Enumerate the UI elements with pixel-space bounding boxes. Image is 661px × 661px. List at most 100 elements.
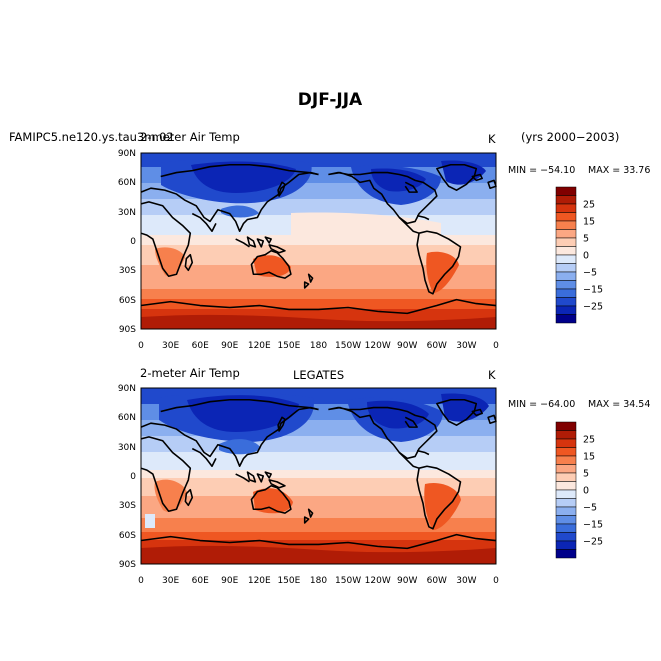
map-top [140, 152, 497, 330]
lon-tick-label: 30E [162, 576, 179, 586]
australia-warm [253, 255, 291, 277]
colorbar-swatch [555, 220, 577, 230]
lon-tick-label: 60W [427, 576, 447, 586]
panel-top: FAMIPC5.ne120.ys.tau3m.02 2-meter Air Te… [9, 130, 650, 351]
lon-tick-label: 90E [221, 341, 238, 351]
lon-tick-label: 60E [192, 341, 209, 351]
colorbar-swatch [555, 472, 577, 482]
lon-tick-label: 150E [277, 341, 300, 351]
colorbar-swatch [555, 455, 577, 465]
lat-tick-label: 30N [118, 208, 136, 218]
panel-bottom: 2-meter Air Temp LEGATES K MIN = −64.00 … [118, 366, 651, 586]
colorbar-label: −25 [583, 302, 603, 313]
lon-tick-label: 180 [310, 576, 327, 586]
lon-tick-label: 120W [365, 576, 391, 586]
colorbar-label: 15 [583, 452, 595, 463]
colorbar-label: 0 [583, 251, 589, 262]
siberia-core [187, 395, 299, 432]
lat-tick-label: 60N [118, 178, 136, 188]
min-label: MIN = −54.10 [508, 165, 575, 176]
colorbar-swatch [555, 506, 577, 516]
map-frame [140, 387, 497, 565]
colorbar-swatch [555, 532, 577, 542]
map-bottom [140, 387, 497, 565]
colorbar-label: −5 [583, 268, 597, 279]
lon-axis-bottom: 0 30E 60E 90E 120E 150E 180 150W 120W 90… [138, 576, 499, 586]
lon-tick-label: 0 [493, 341, 499, 351]
lat-tick-label: 30S [119, 266, 136, 276]
colorbar-swatch [555, 280, 577, 290]
colorbar-swatch [555, 421, 577, 431]
lat-axis-top: 90N 60N 30N 0 30S 60S 90S [118, 149, 136, 335]
colorbar-label: 5 [583, 234, 589, 245]
colorbar-swatch [555, 481, 577, 491]
colorbar-swatch [555, 254, 577, 264]
units-label: K [488, 132, 496, 146]
lon-tick-label: 180 [310, 341, 327, 351]
lat-tick-label: 60S [119, 531, 136, 541]
lon-tick-label: 90W [397, 576, 417, 586]
lat-tick-label: 0 [130, 237, 136, 247]
lon-tick-label: 60E [192, 576, 209, 586]
colorbar-swatch [555, 203, 577, 213]
years-label: (yrs 2000−2003) [521, 130, 619, 144]
lon-tick-label: 150E [277, 576, 300, 586]
lat-tick-label: 90N [118, 149, 136, 159]
lon-tick-label: 120E [248, 576, 271, 586]
colorbar-swatch [555, 305, 577, 315]
colorbar-swatch [555, 515, 577, 525]
lat-tick-label: 60N [118, 413, 136, 423]
colorbar-swatch [555, 464, 577, 474]
lat-tick-label: 30N [118, 443, 136, 453]
lon-tick-label: 150W [335, 341, 361, 351]
samerica-warm [426, 251, 459, 293]
colorbar-bottom: 25 15 5 0 −5 −15 −25 [555, 421, 603, 559]
lat-tick-label: 0 [130, 472, 136, 482]
lon-tick-label: 0 [138, 576, 144, 586]
colorbar-label: −15 [583, 285, 603, 296]
lon-tick-label: 30W [456, 576, 476, 586]
colorbar-swatch [555, 237, 577, 247]
lon-tick-label: 150W [335, 576, 361, 586]
colorbar-label: −25 [583, 537, 603, 548]
lon-tick-label: 90E [221, 576, 238, 586]
figure-title: DJF-JJA [298, 90, 363, 110]
case-label: LEGATES [293, 368, 344, 382]
colorbar-label: 25 [583, 200, 595, 211]
lon-tick-label: 0 [493, 576, 499, 586]
colorbar-top: 25 15 5 0 −5 −15 −25 [555, 186, 603, 324]
lat-tick-label: 30S [119, 501, 136, 511]
lon-tick-label: 30W [456, 341, 476, 351]
lon-axis-top: 0 30E 60E 90E 120E 150E 180 150W 120W 90… [138, 341, 499, 351]
samerica-warm [424, 482, 461, 530]
max-label: MAX = 34.54 [588, 399, 650, 410]
colorbar-label: 5 [583, 469, 589, 480]
lon-tick-label: 0 [138, 341, 144, 351]
antarctic-hot [141, 314, 496, 329]
colorbar-swatch [555, 229, 577, 239]
lon-tick-label: 60W [427, 341, 447, 351]
min-label: MIN = −64.00 [508, 399, 575, 410]
case-label: FAMIPC5.ne120.ys.tau3m.02 [9, 130, 174, 144]
lat-tick-label: 90S [119, 325, 136, 335]
colorbar-swatch [555, 498, 577, 508]
colorbar-swatch [555, 489, 577, 499]
colorbar-swatch [555, 271, 577, 281]
colorbar-label: −15 [583, 520, 603, 531]
lat-tick-label: 90S [119, 560, 136, 570]
colorbar-swatch [555, 263, 577, 273]
colorbar-label: 0 [583, 486, 589, 497]
lat-axis-bottom: 90N 60N 30N 0 30S 60S 90S [118, 384, 136, 570]
colorbar-swatch [555, 246, 577, 256]
colorbar-swatch [555, 430, 577, 440]
colorbar-swatch [555, 297, 577, 307]
lon-tick-label: 120E [248, 341, 271, 351]
missing-patch [145, 514, 155, 528]
lon-tick-label: 120W [365, 341, 391, 351]
map-frame [140, 152, 497, 330]
colorbar-swatch [555, 540, 577, 550]
colorbar-swatch [555, 314, 577, 324]
colorbar-swatch [555, 523, 577, 533]
lon-tick-label: 90W [397, 341, 417, 351]
